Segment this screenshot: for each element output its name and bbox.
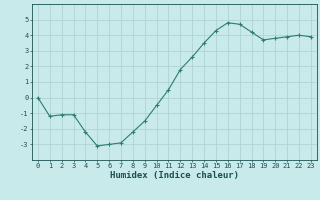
X-axis label: Humidex (Indice chaleur): Humidex (Indice chaleur) <box>110 171 239 180</box>
